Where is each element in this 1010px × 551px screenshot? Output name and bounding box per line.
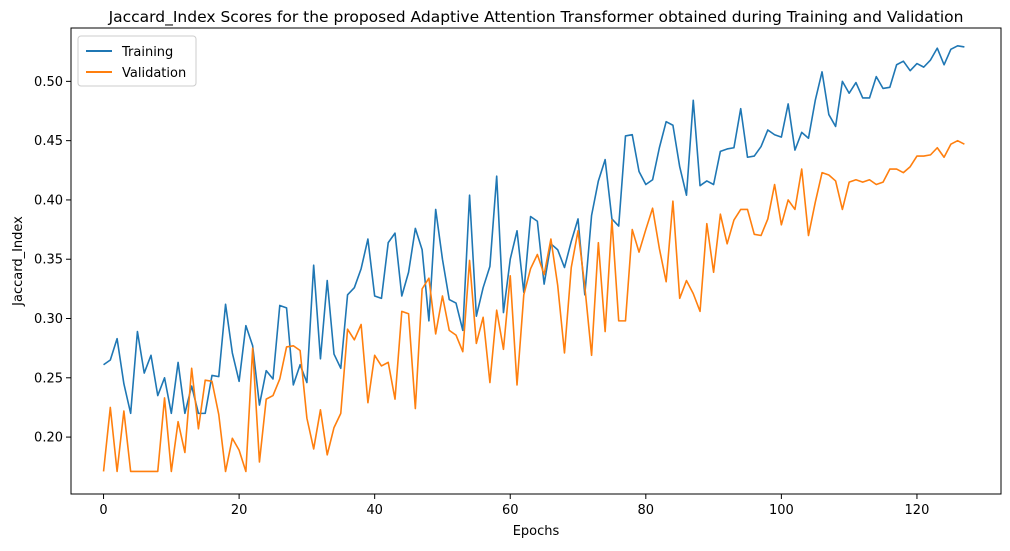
legend-box [77, 35, 197, 87]
x-tick-label: 20 [231, 503, 248, 518]
legend-label-validation: Validation [122, 66, 186, 81]
series-lines [102, 44, 965, 473]
axis-ticks: 0 20 40 60 80 100 120 0.20 0.25 0.30 0.35 0.40 0.45 0… [34, 75, 929, 518]
series-line-validation [102, 139, 965, 473]
x-tick-label: 40 [366, 503, 383, 518]
y-axis-label: Jaccard_Index [11, 216, 26, 307]
legend: Training Validation [77, 35, 197, 87]
x-tick-label: 0 [99, 503, 107, 518]
x-tick-label: 60 [502, 503, 519, 518]
plot-area [70, 27, 1002, 495]
x-tick-label: 120 [905, 503, 930, 518]
y-tick-label: 0.35 [34, 253, 63, 268]
legend-label-training: Training [121, 45, 173, 60]
y-tick-label: 0.40 [34, 193, 63, 208]
series-line-training [103, 44, 965, 415]
chart-title: Jaccard_Index Scores for the proposed Ad… [108, 8, 964, 27]
x-tick-label: 100 [769, 503, 794, 518]
y-tick-label: 0.50 [34, 75, 63, 90]
y-tick-label: 0.30 [34, 312, 63, 327]
x-axis-label: Epochs [513, 524, 560, 539]
y-tick-label: 0.45 [34, 134, 63, 149]
x-tick-label: 80 [638, 503, 655, 518]
y-tick-label: 0.25 [34, 371, 63, 386]
y-tick-label: 0.20 [34, 431, 63, 446]
